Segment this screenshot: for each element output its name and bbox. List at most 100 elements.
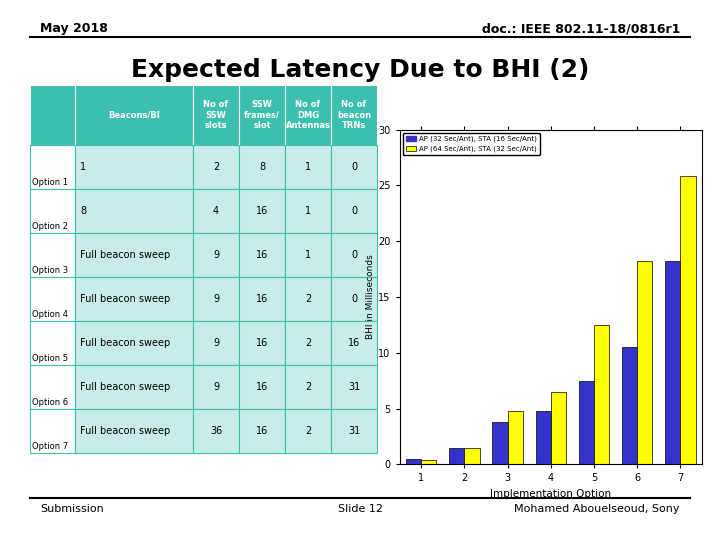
Bar [285,277,331,321]
Bar [193,321,239,365]
Text: 2: 2 [305,338,311,348]
Bar [239,233,285,277]
Bar [239,365,285,409]
Bar [193,85,239,145]
Bar [75,233,193,277]
Y-axis label: BHI in Milliseconds: BHI in Milliseconds [366,255,375,339]
Bar [464,448,480,464]
X-axis label: Implementation Option: Implementation Option [490,489,611,499]
Bar [331,365,377,409]
Text: May 2018: May 2018 [40,22,108,35]
Bar [449,448,464,464]
Text: Option 5: Option 5 [32,354,68,363]
Text: 16: 16 [256,294,268,304]
Text: Full beacon sweep: Full beacon sweep [80,338,170,348]
Bar [285,233,331,277]
Bar [331,277,377,321]
Text: 2: 2 [213,162,219,172]
Text: Option 6: Option 6 [32,398,68,407]
Bar [75,409,193,453]
Bar [30,365,75,409]
Bar [508,411,523,464]
Text: No of
beacon
TRNs: No of beacon TRNs [337,100,371,130]
Bar [239,189,285,233]
Bar [75,321,193,365]
Text: 0: 0 [351,206,357,216]
Bar [331,409,377,453]
Text: 9: 9 [213,250,219,260]
Bar [75,365,193,409]
Bar [285,189,331,233]
Text: Submission: Submission [40,504,104,514]
Text: 16: 16 [256,426,268,436]
Text: 36: 36 [210,426,222,436]
Text: SSW
frames/
slot: SSW frames/ slot [244,100,280,130]
Text: 8: 8 [259,162,265,172]
Text: Slide 12: Slide 12 [338,504,382,514]
Bar [536,411,551,464]
Bar [193,145,239,189]
Bar [75,189,193,233]
Bar [285,409,331,453]
Bar [331,321,377,365]
Text: 0: 0 [351,294,357,304]
Text: 1: 1 [305,250,311,260]
Text: 16: 16 [256,206,268,216]
Bar [637,261,652,464]
Bar [285,321,331,365]
Bar [239,409,285,453]
Text: 2: 2 [305,426,311,436]
Bar [30,145,75,189]
Bar [551,392,566,464]
Text: No of
SSW
slots: No of SSW slots [204,100,228,130]
Text: 31: 31 [348,382,360,392]
Text: Option 3: Option 3 [32,266,68,275]
Bar [30,233,75,277]
Text: Beacons/BI: Beacons/BI [108,111,160,119]
Bar [331,145,377,189]
Text: 1: 1 [305,162,311,172]
Bar [680,177,696,464]
Bar [331,189,377,233]
Bar [239,85,285,145]
Bar [75,145,193,189]
Text: No of
DMG
Antennas: No of DMG Antennas [286,100,330,130]
Text: 1: 1 [305,206,311,216]
Bar [285,85,331,145]
Text: 2: 2 [305,294,311,304]
Text: Full beacon sweep: Full beacon sweep [80,382,170,392]
Bar [193,233,239,277]
Bar [239,277,285,321]
Text: 16: 16 [256,250,268,260]
Text: 0: 0 [351,250,357,260]
Bar [193,277,239,321]
Text: Expected Latency Due to BHI (2): Expected Latency Due to BHI (2) [131,58,589,82]
Text: Full beacon sweep: Full beacon sweep [80,426,170,436]
Bar [239,145,285,189]
Text: 2: 2 [305,382,311,392]
Text: 8: 8 [80,206,86,216]
Text: 1: 1 [80,162,86,172]
Bar [75,277,193,321]
Text: Option 2: Option 2 [32,222,68,231]
Text: 4: 4 [213,206,219,216]
Bar [30,85,75,145]
Bar [193,409,239,453]
Bar [594,325,609,464]
Bar [285,145,331,189]
Legend: AP (32 Sec/Ant), STA (16 Sec/Ant), AP (64 Sec/Ant), STA (32 Sec/Ant): AP (32 Sec/Ant), STA (16 Sec/Ant), AP (6… [403,133,540,155]
Text: Option 7: Option 7 [32,442,68,451]
Bar [193,365,239,409]
Bar [579,381,594,464]
Bar [331,85,377,145]
Text: 9: 9 [213,382,219,392]
Bar [30,321,75,365]
Bar [665,261,680,464]
Text: 16: 16 [348,338,360,348]
Bar [30,277,75,321]
Text: Mohamed Abouelseoud, Sony: Mohamed Abouelseoud, Sony [515,504,680,514]
Bar [622,347,637,464]
Bar [30,409,75,453]
Text: Full beacon sweep: Full beacon sweep [80,250,170,260]
Text: Full beacon sweep: Full beacon sweep [80,294,170,304]
